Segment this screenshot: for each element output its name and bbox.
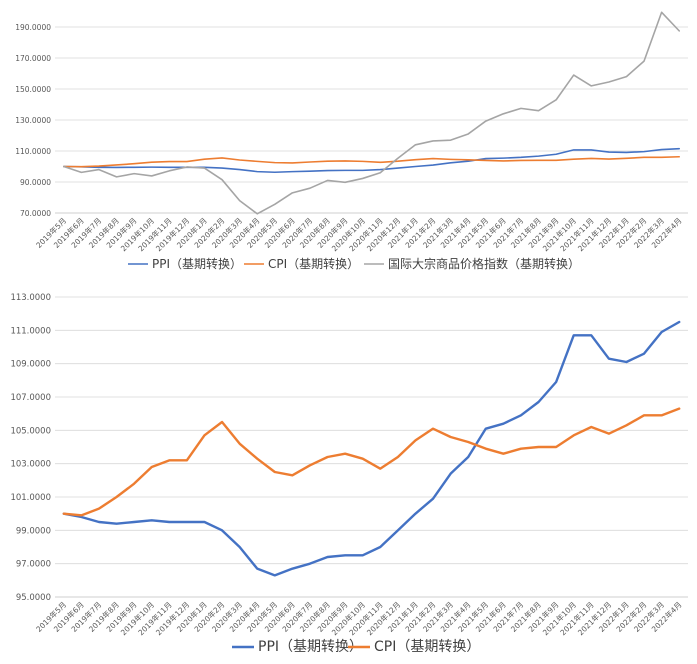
legend-label-ppi: PPI（基期转换） xyxy=(152,256,242,271)
y-tick-label: 103.0000 xyxy=(10,460,51,470)
y-tick-label: 110.0000 xyxy=(15,147,51,156)
y-tick-label: 111.0000 xyxy=(10,326,51,336)
legend-label-commodity: 国际大宗商品价格指数（基期转换） xyxy=(388,256,580,271)
series-line-cpi xyxy=(62,155,681,168)
chart-top: 70.0000 90.0000 110.0000 130.0000 150.0000 17… xyxy=(15,11,688,271)
y-tick-label: 109.0000 xyxy=(10,360,51,370)
y-tick-label: 95.0000 xyxy=(16,593,51,603)
y-tick-label: 113.0000 xyxy=(10,293,51,303)
y-tick-label: 97.0000 xyxy=(16,560,51,570)
series-line-commodity xyxy=(62,11,681,215)
y-tick-label: 101.0000 xyxy=(10,493,51,503)
y-tick-label: 90.0000 xyxy=(20,178,51,187)
legend-label-cpi: CPI（基期转换） xyxy=(374,638,480,655)
y-tick-label: 107.0000 xyxy=(10,393,51,403)
y-tick-label: 150.0000 xyxy=(15,85,51,94)
series-line-ppi xyxy=(62,320,681,577)
y-tick-label: 105.0000 xyxy=(10,426,51,436)
series-line-cpi xyxy=(62,407,681,517)
y-tick-label: 130.0000 xyxy=(15,116,51,125)
y-tick-label: 99.0000 xyxy=(16,526,51,536)
chart-bottom: 95.0000 97.0000 99.0000 101.0000 103.0000 105… xyxy=(10,293,688,655)
y-tick-label: 190.0000 xyxy=(15,23,51,32)
series-line-ppi xyxy=(62,147,681,174)
y-tick-label: 70.0000 xyxy=(20,209,51,218)
y-tick-label: 170.0000 xyxy=(15,54,51,63)
legend-label-ppi: PPI（基期转换） xyxy=(258,638,363,655)
legend-label-cpi: CPI（基期转换） xyxy=(268,256,359,271)
